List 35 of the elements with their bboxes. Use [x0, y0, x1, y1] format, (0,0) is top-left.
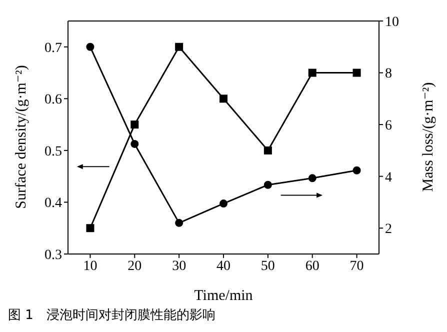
y2-tick-label: 2: [385, 222, 392, 238]
x-tick-label: 40: [216, 258, 230, 274]
x-tick-label: 10: [83, 258, 98, 274]
point: [220, 200, 228, 208]
x-tick-label: 60: [305, 258, 320, 274]
y2-axis-title: Mass loss/(g·m⁻²): [420, 82, 436, 192]
y2-tick-label: 4: [385, 170, 392, 186]
x-tick-label: 30: [172, 258, 186, 274]
point: [352, 166, 361, 174]
point: [130, 120, 139, 129]
point: [86, 42, 94, 51]
y2-tick-label: 8: [385, 66, 392, 82]
y-axis-title: Surface density/(g·m⁻²): [13, 65, 30, 209]
y-tick-label: 0.5: [44, 144, 62, 160]
point: [175, 42, 184, 51]
x-tick-label: 70: [350, 258, 364, 274]
y-tick-label: 0.4: [44, 196, 62, 212]
point: [130, 140, 139, 148]
x-tick-label: 20: [128, 258, 142, 274]
point: [308, 174, 316, 182]
point: [264, 180, 272, 189]
y-tick-label: 0.7: [44, 40, 62, 56]
point: [86, 224, 94, 232]
point: [352, 68, 361, 77]
x-tick-label: 50: [260, 258, 275, 274]
y-tick-label: 0.6: [44, 92, 62, 108]
x-axis-title: Time/min: [194, 288, 254, 304]
point: [264, 146, 272, 154]
text: 图 1 浸泡时间对封闭膜性能的影响: [8, 307, 216, 324]
point: [308, 68, 316, 77]
y2-tick-label: 6: [385, 118, 392, 134]
point: [175, 218, 184, 227]
point: [220, 94, 228, 103]
y-tick-label: 0.3: [44, 248, 62, 263]
y2-tick-label: 10: [385, 14, 399, 30]
